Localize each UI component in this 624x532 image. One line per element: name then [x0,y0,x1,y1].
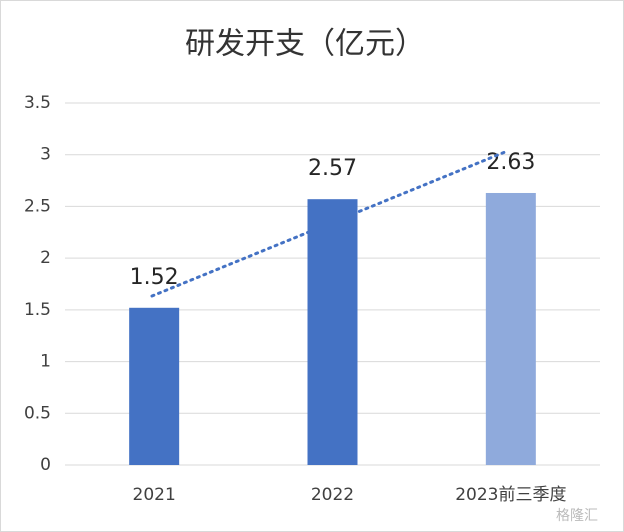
x-tick-label: 2021 [133,485,176,505]
data-label: 2.57 [308,156,357,181]
watermark: 格隆汇 [556,508,598,524]
plot-area: 00.511.522.533.520211.5220222.572023前三季度… [24,93,600,505]
x-tick-label: 2022 [311,485,354,505]
y-tick-label: 0.5 [24,403,51,423]
data-label: 1.52 [130,265,179,290]
y-tick-label: 3.5 [24,93,51,113]
bar [485,192,536,466]
y-tick-label: 2 [40,248,51,268]
y-tick-label: 1 [40,352,51,372]
bar [307,199,358,465]
chart-title: 研发开支（亿元） [185,27,425,62]
trend-line [150,150,507,298]
y-tick-label: 2.5 [24,196,51,216]
y-tick-label: 0 [40,455,51,475]
x-tick-label: 2023前三季度 [455,485,566,505]
bar [129,307,180,465]
y-tick-label: 1.5 [24,300,51,320]
data-label: 2.63 [486,150,535,175]
y-tick-label: 3 [40,145,51,165]
